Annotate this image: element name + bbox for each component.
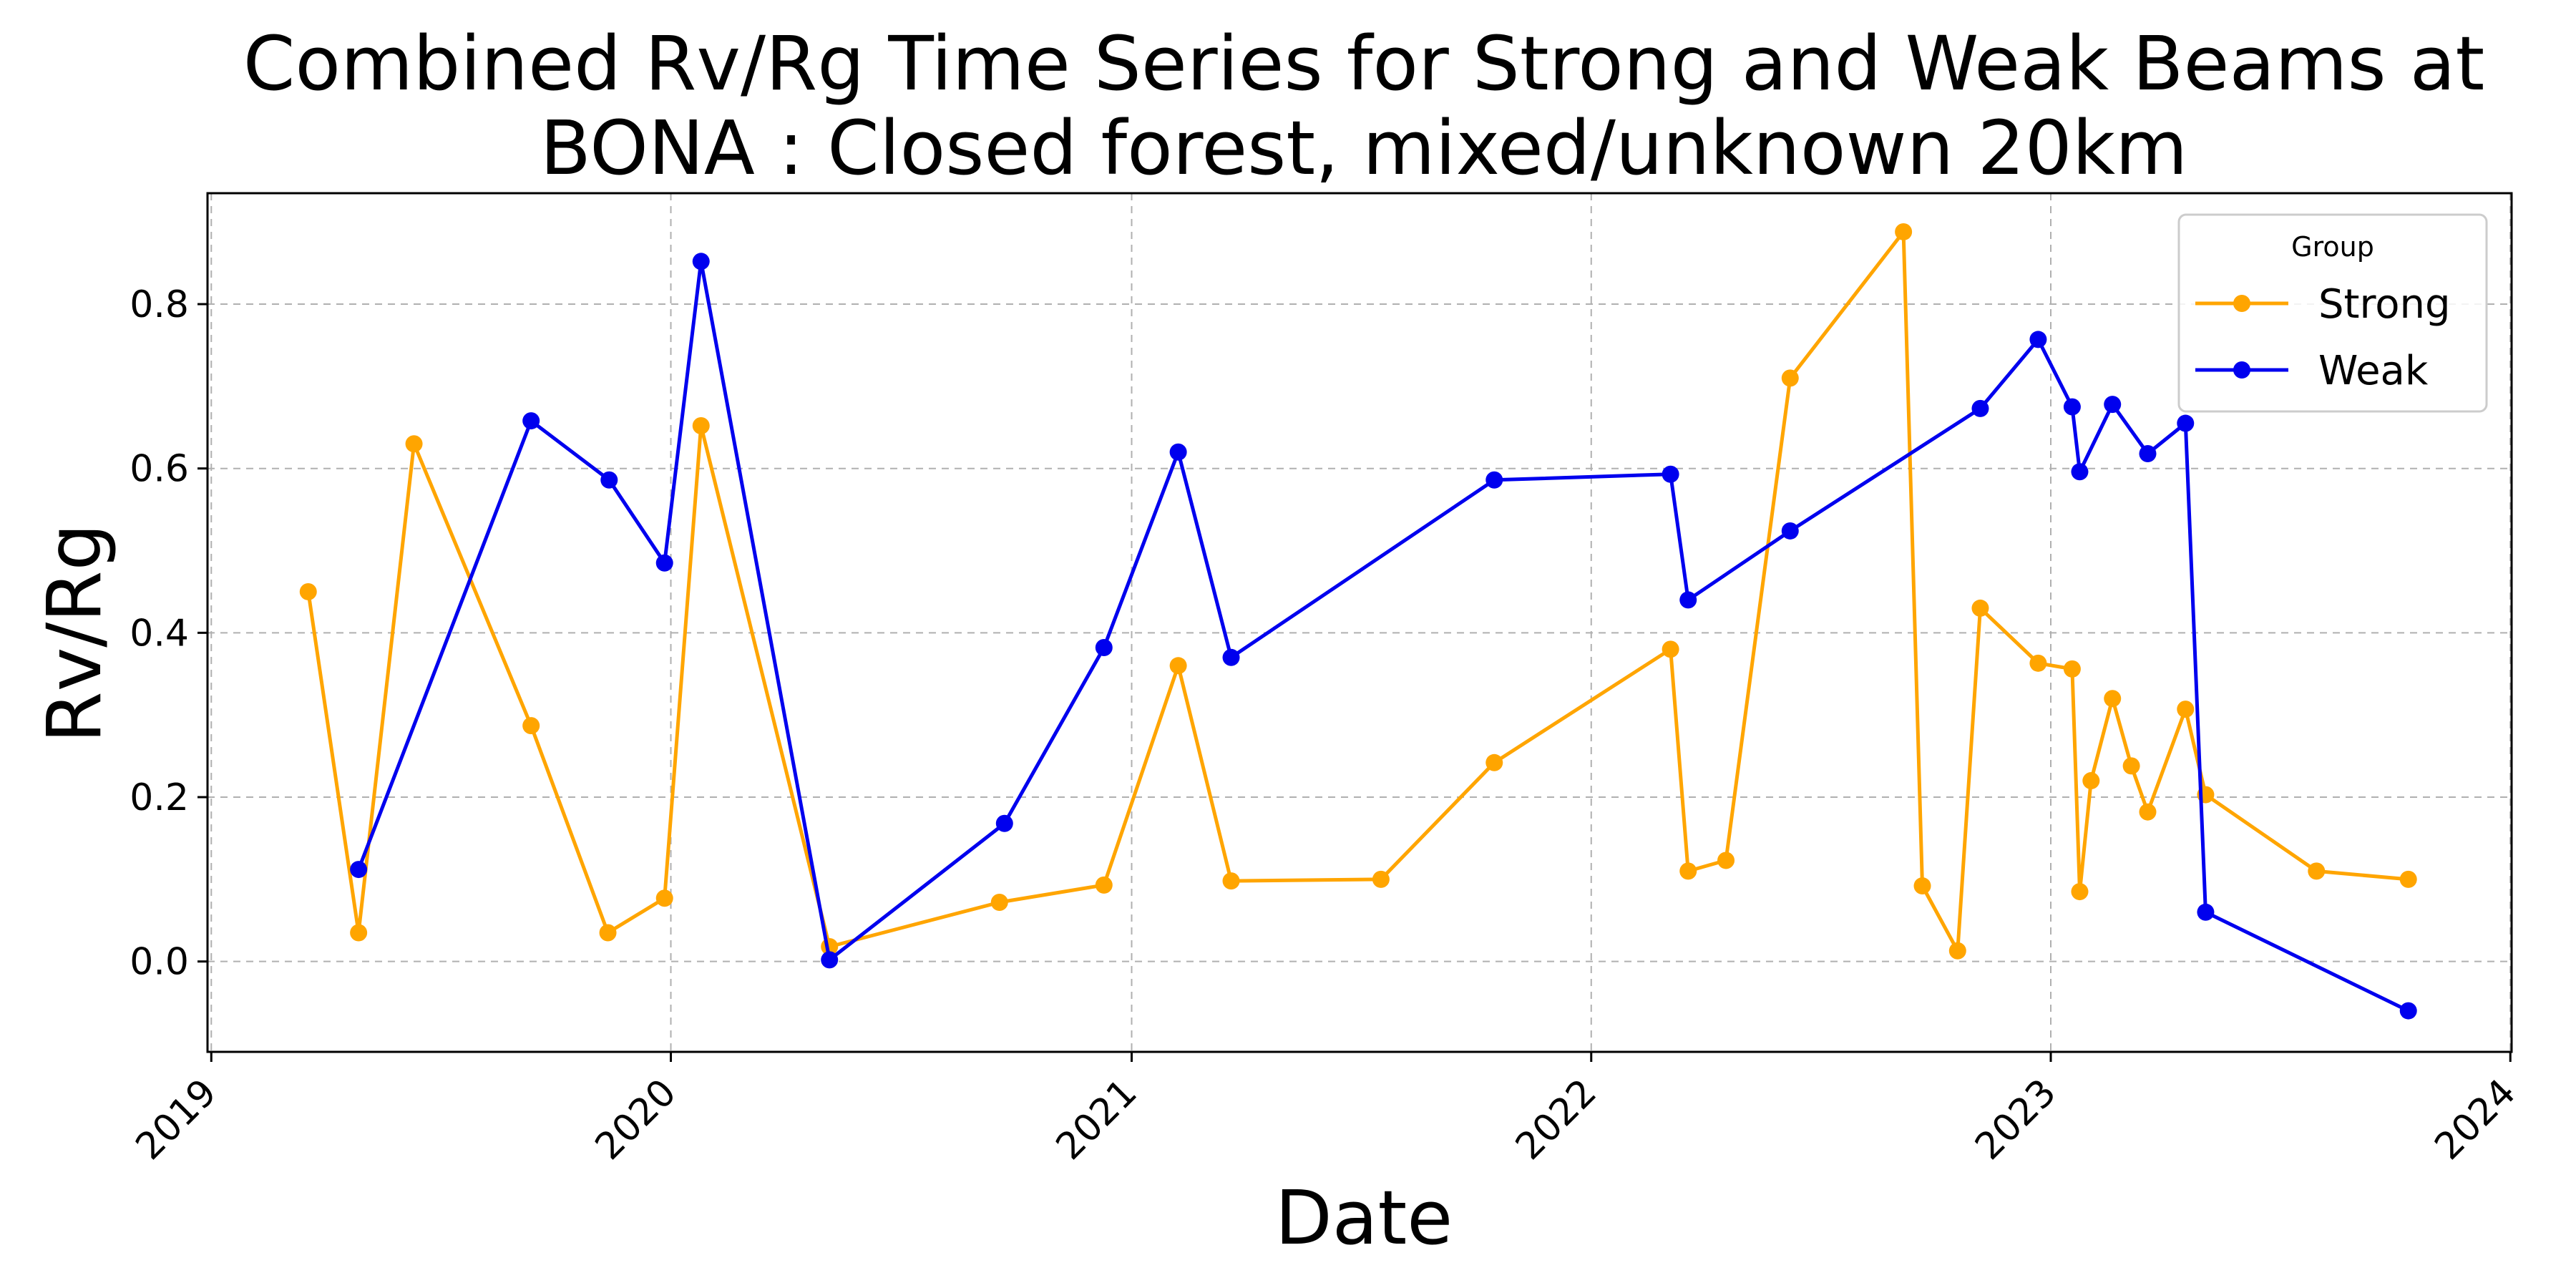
- weak-data-point: [1662, 465, 1679, 483]
- legend-strong-marker: [2233, 295, 2250, 312]
- y-tick-label: 0.0: [130, 941, 189, 984]
- strong-data-point: [2071, 883, 2089, 901]
- strong-data-point: [1895, 223, 1913, 240]
- strong-data-point: [299, 582, 317, 600]
- weak-data-point: [995, 814, 1013, 832]
- strong-data-point: [1169, 657, 1187, 675]
- strong-data-point: [692, 416, 710, 434]
- strong-data-point: [2104, 690, 2122, 708]
- strong-data-point: [1662, 640, 1679, 658]
- strong-data-point: [2082, 772, 2100, 790]
- weak-data-point: [522, 412, 540, 430]
- weak-data-point: [1095, 639, 1113, 657]
- weak-data-point: [600, 471, 618, 489]
- weak-data-point: [2177, 414, 2195, 432]
- y-tick-label: 0.2: [130, 776, 189, 819]
- strong-data-point: [2139, 803, 2157, 821]
- legend: Group Strong Weak: [2177, 213, 2488, 413]
- x-tick-label: 2024: [2426, 1071, 2524, 1169]
- strong-data-point: [2122, 757, 2140, 775]
- strong-data-point: [1679, 862, 1697, 880]
- y-tick-label: 0.4: [130, 612, 189, 655]
- y-axis-label: Rv/Rg: [31, 523, 118, 743]
- plot-area-frame: [206, 192, 2513, 1053]
- strong-data-point: [2399, 870, 2417, 888]
- weak-data-point: [1222, 648, 1240, 666]
- weak-data-point: [2063, 398, 2081, 416]
- weak-data-point: [655, 554, 673, 572]
- legend-items: Strong Weak: [2195, 281, 2451, 394]
- strong-data-point: [990, 894, 1008, 912]
- strong-data-point: [2308, 862, 2326, 880]
- x-tick-label: 2021: [1048, 1071, 1146, 1169]
- weak-data-point: [821, 951, 839, 969]
- legend-strong-label: Strong: [2318, 281, 2451, 328]
- weak-data-point: [1485, 471, 1503, 489]
- strong-data-point: [1971, 599, 1989, 617]
- strong-data-point: [2063, 660, 2081, 678]
- series-layer: [299, 223, 2417, 1020]
- weak-data-point: [2197, 903, 2215, 921]
- strong-data-point: [522, 717, 540, 735]
- strong-data-point: [2177, 701, 2195, 718]
- strong-data-point: [655, 889, 673, 907]
- weak-data-point: [350, 861, 368, 879]
- weak-data-point: [1781, 522, 1799, 540]
- weak-data-point: [1679, 591, 1697, 609]
- weak-data-point: [2071, 463, 2089, 481]
- x-axis-label: Date: [1275, 1174, 1453, 1262]
- weak-data-point: [2139, 445, 2157, 463]
- legend-weak-marker: [2233, 361, 2250, 379]
- x-tick-label: 2019: [127, 1071, 225, 1169]
- legend-weak-label: Weak: [2318, 348, 2429, 394]
- strong-data-point: [1222, 872, 1240, 890]
- grid-layer: [208, 193, 2512, 1052]
- legend-frame: [2177, 213, 2488, 413]
- series-weak: [350, 253, 2417, 1020]
- weak-data-point: [1169, 443, 1187, 461]
- strong-data-point: [1717, 852, 1735, 869]
- weak-data-point: [2104, 396, 2122, 414]
- chart-title-line-1: Combined Rv/Rg Time Series for Strong an…: [243, 20, 2485, 107]
- strong-data-point: [1781, 369, 1799, 387]
- strong-data-point: [1948, 942, 1966, 960]
- strong-data-point: [350, 924, 368, 942]
- strong-data-point: [1372, 870, 1390, 888]
- x-tick-label: 2020: [587, 1071, 685, 1169]
- chart-title-line-2: BONA : Closed forest, mixed/unknown 20km: [540, 104, 2188, 192]
- weak-data-point: [1971, 399, 1989, 417]
- strong-data-point: [1485, 753, 1503, 771]
- strong-data-point: [405, 435, 423, 453]
- legend-title: Group: [2291, 231, 2374, 263]
- strong-data-point: [2029, 654, 2047, 672]
- strong-data-point: [1913, 877, 1931, 895]
- strong-series-line: [306, 230, 2409, 953]
- weak-data-point: [2029, 331, 2047, 348]
- strong-data-point: [1095, 876, 1113, 894]
- x-tick-label: 2023: [1967, 1071, 2064, 1169]
- weak-data-point: [2399, 1002, 2417, 1020]
- weak-data-point: [692, 253, 710, 270]
- tick-layer: 0.0 0.2 0.4 0.6 0.8 2019 2020 2021 2022 2023 2024: [127, 283, 2524, 1169]
- strong-data-point: [599, 924, 617, 942]
- y-tick-label: 0.6: [130, 448, 189, 491]
- y-tick-label: 0.8: [130, 283, 189, 326]
- x-tick-label: 2022: [1508, 1071, 1605, 1169]
- series-strong: [299, 223, 2417, 960]
